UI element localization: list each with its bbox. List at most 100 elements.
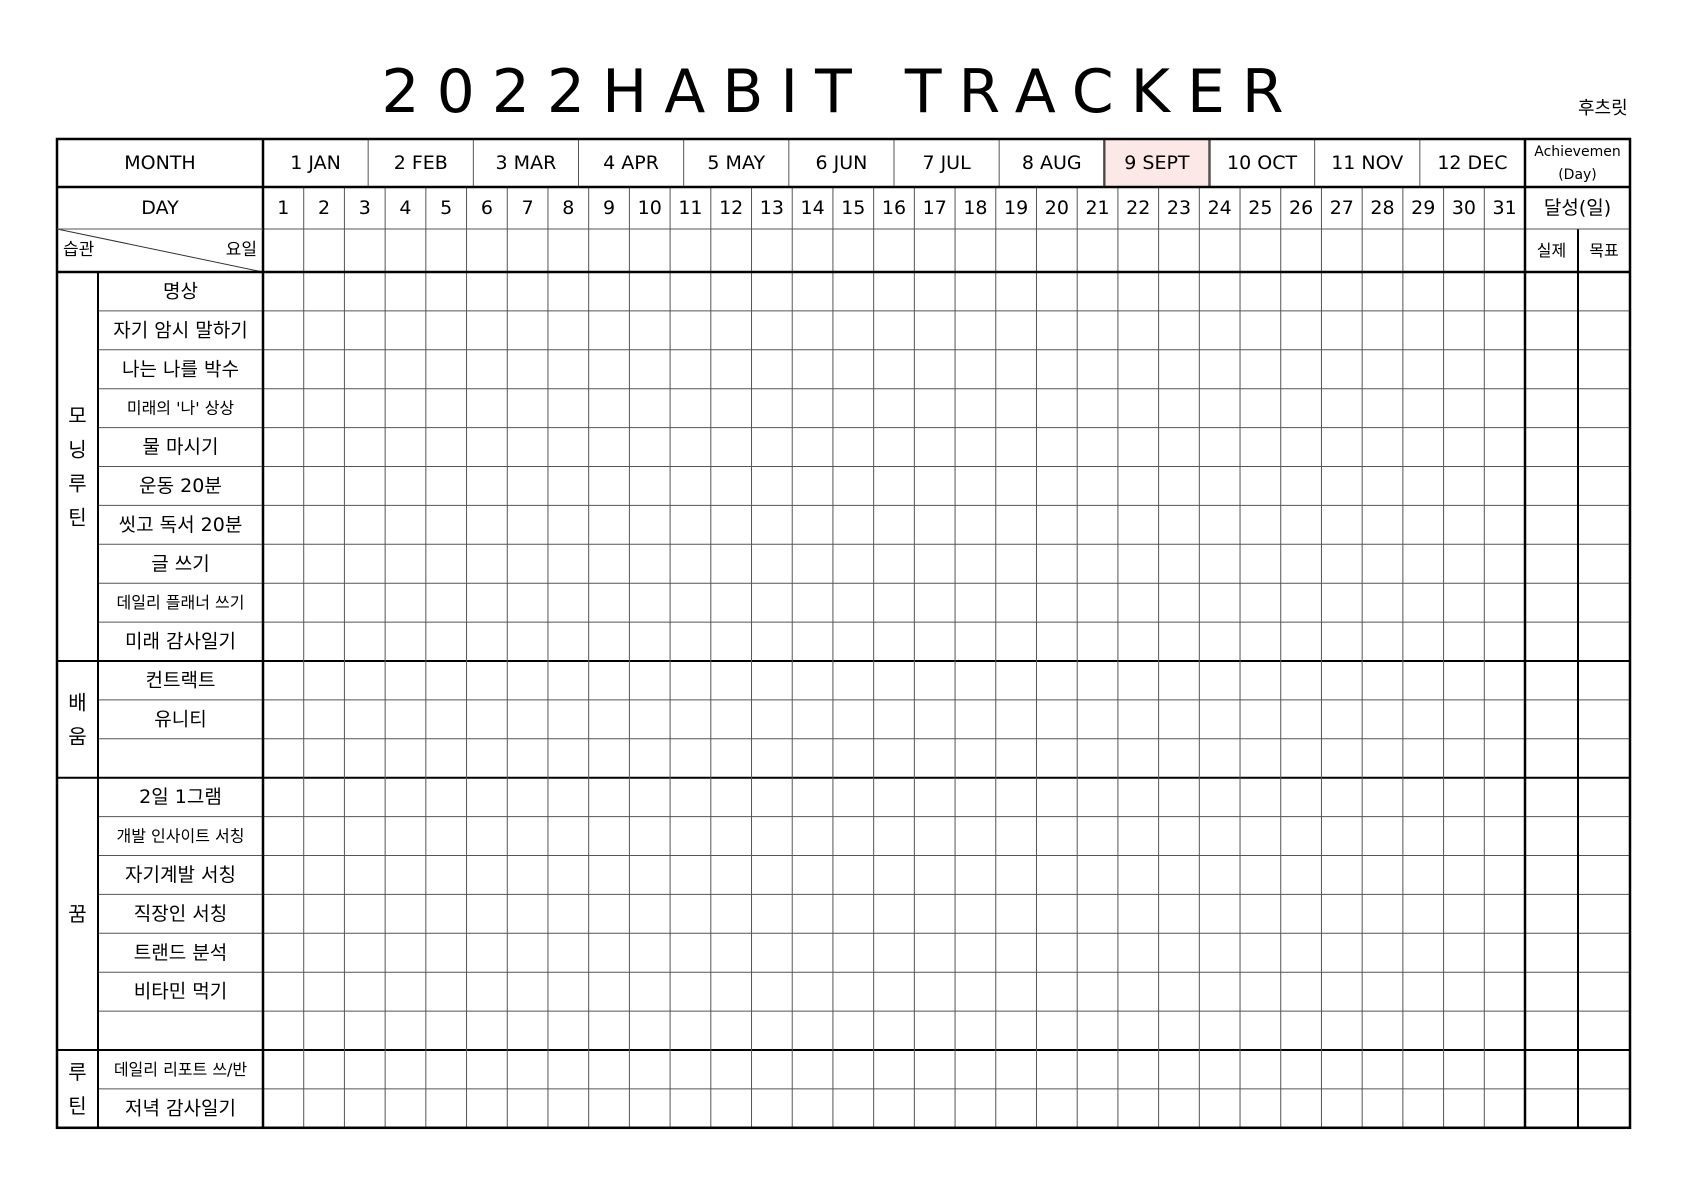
day-check-cell[interactable] — [711, 272, 752, 311]
day-check-cell[interactable] — [914, 467, 955, 506]
day-check-cell[interactable] — [1444, 739, 1485, 778]
day-check-cell[interactable] — [426, 856, 467, 895]
day-check-cell[interactable] — [467, 544, 508, 583]
day-check-cell[interactable] — [385, 544, 426, 583]
day-check-cell[interactable] — [426, 544, 467, 583]
day-check-cell[interactable] — [1362, 428, 1403, 467]
day-check-cell[interactable] — [263, 1089, 304, 1128]
day-check-cell[interactable] — [1444, 778, 1485, 817]
day-check-cell[interactable] — [752, 972, 793, 1011]
day-check-cell[interactable] — [874, 661, 915, 700]
day-check-cell[interactable] — [1362, 272, 1403, 311]
day-check-cell[interactable] — [344, 389, 385, 428]
day-check-cell[interactable] — [711, 622, 752, 661]
day-check-cell[interactable] — [1199, 739, 1240, 778]
day-check-cell[interactable] — [955, 428, 996, 467]
day-check-cell[interactable] — [344, 700, 385, 739]
day-check-cell[interactable] — [955, 389, 996, 428]
day-check-cell[interactable] — [1199, 1050, 1240, 1089]
day-check-cell[interactable] — [1199, 894, 1240, 933]
day-check-cell[interactable] — [263, 778, 304, 817]
day-check-cell[interactable] — [385, 739, 426, 778]
day-check-cell[interactable] — [996, 350, 1037, 389]
day-check-cell[interactable] — [426, 894, 467, 933]
day-check-cell[interactable] — [792, 389, 833, 428]
habit-row[interactable] — [98, 350, 263, 389]
day-check-cell[interactable] — [874, 622, 915, 661]
day-check-cell[interactable] — [874, 1011, 915, 1050]
day-check-cell[interactable] — [1281, 933, 1322, 972]
day-check-cell[interactable] — [304, 389, 345, 428]
day-check-cell[interactable] — [344, 661, 385, 700]
day-check-cell[interactable] — [1403, 661, 1444, 700]
day-check-cell[interactable] — [914, 583, 955, 622]
day-check-cell[interactable] — [1118, 739, 1159, 778]
habit-row[interactable] — [98, 505, 263, 544]
day-check-cell[interactable] — [1281, 583, 1322, 622]
day-check-cell[interactable] — [1240, 467, 1281, 506]
day-check-cell[interactable] — [1240, 972, 1281, 1011]
day-check-cell[interactable] — [1484, 700, 1525, 739]
day-check-cell[interactable] — [467, 700, 508, 739]
day-check-cell[interactable] — [1403, 856, 1444, 895]
day-check-cell[interactable] — [629, 817, 670, 856]
day-check-cell[interactable] — [914, 1050, 955, 1089]
day-check-cell[interactable] — [548, 933, 589, 972]
day-check-cell[interactable] — [1444, 1011, 1485, 1050]
day-check-cell[interactable] — [304, 739, 345, 778]
day-check-cell[interactable] — [996, 467, 1037, 506]
day-check-cell[interactable] — [263, 505, 304, 544]
day-check-cell[interactable] — [1240, 739, 1281, 778]
day-check-cell[interactable] — [1444, 661, 1485, 700]
day-check-cell[interactable] — [467, 1011, 508, 1050]
habit-row[interactable] — [98, 1089, 263, 1128]
day-check-cell[interactable] — [792, 544, 833, 583]
day-check-cell[interactable] — [1281, 428, 1322, 467]
day-check-cell[interactable] — [304, 1089, 345, 1128]
day-check-cell[interactable] — [1362, 311, 1403, 350]
day-check-cell[interactable] — [1118, 661, 1159, 700]
day-check-cell[interactable] — [1281, 817, 1322, 856]
day-check-cell[interactable] — [792, 700, 833, 739]
day-check-cell[interactable] — [1240, 1011, 1281, 1050]
day-check-cell[interactable] — [996, 272, 1037, 311]
day-check-cell[interactable] — [1444, 311, 1485, 350]
day-check-cell[interactable] — [1362, 1089, 1403, 1128]
day-check-cell[interactable] — [426, 1089, 467, 1128]
day-check-cell[interactable] — [548, 350, 589, 389]
day-check-cell[interactable] — [996, 972, 1037, 1011]
day-check-cell[interactable] — [711, 505, 752, 544]
day-check-cell[interactable] — [996, 739, 1037, 778]
day-check-cell[interactable] — [263, 933, 304, 972]
day-check-cell[interactable] — [385, 389, 426, 428]
day-check-cell[interactable] — [1118, 505, 1159, 544]
day-check-cell[interactable] — [589, 622, 630, 661]
day-check-cell[interactable] — [1036, 739, 1077, 778]
day-check-cell[interactable] — [955, 350, 996, 389]
day-check-cell[interactable] — [1403, 428, 1444, 467]
day-check-cell[interactable] — [304, 272, 345, 311]
day-check-cell[interactable] — [467, 389, 508, 428]
day-check-cell[interactable] — [629, 272, 670, 311]
day-check-cell[interactable] — [711, 817, 752, 856]
day-check-cell[interactable] — [548, 817, 589, 856]
day-check-cell[interactable] — [1240, 700, 1281, 739]
day-check-cell[interactable] — [996, 778, 1037, 817]
day-check-cell[interactable] — [1118, 1050, 1159, 1089]
day-check-cell[interactable] — [1281, 739, 1322, 778]
day-check-cell[interactable] — [629, 428, 670, 467]
day-check-cell[interactable] — [629, 972, 670, 1011]
habit-row[interactable] — [98, 389, 263, 428]
day-check-cell[interactable] — [426, 1050, 467, 1089]
day-check-cell[interactable] — [996, 1050, 1037, 1089]
day-check-cell[interactable] — [1159, 544, 1200, 583]
day-check-cell[interactable] — [1444, 428, 1485, 467]
day-check-cell[interactable] — [996, 700, 1037, 739]
day-check-cell[interactable] — [874, 505, 915, 544]
day-check-cell[interactable] — [1036, 700, 1077, 739]
day-check-cell[interactable] — [426, 972, 467, 1011]
day-check-cell[interactable] — [833, 1011, 874, 1050]
day-check-cell[interactable] — [914, 544, 955, 583]
day-check-cell[interactable] — [1077, 467, 1118, 506]
day-check-cell[interactable] — [507, 778, 548, 817]
